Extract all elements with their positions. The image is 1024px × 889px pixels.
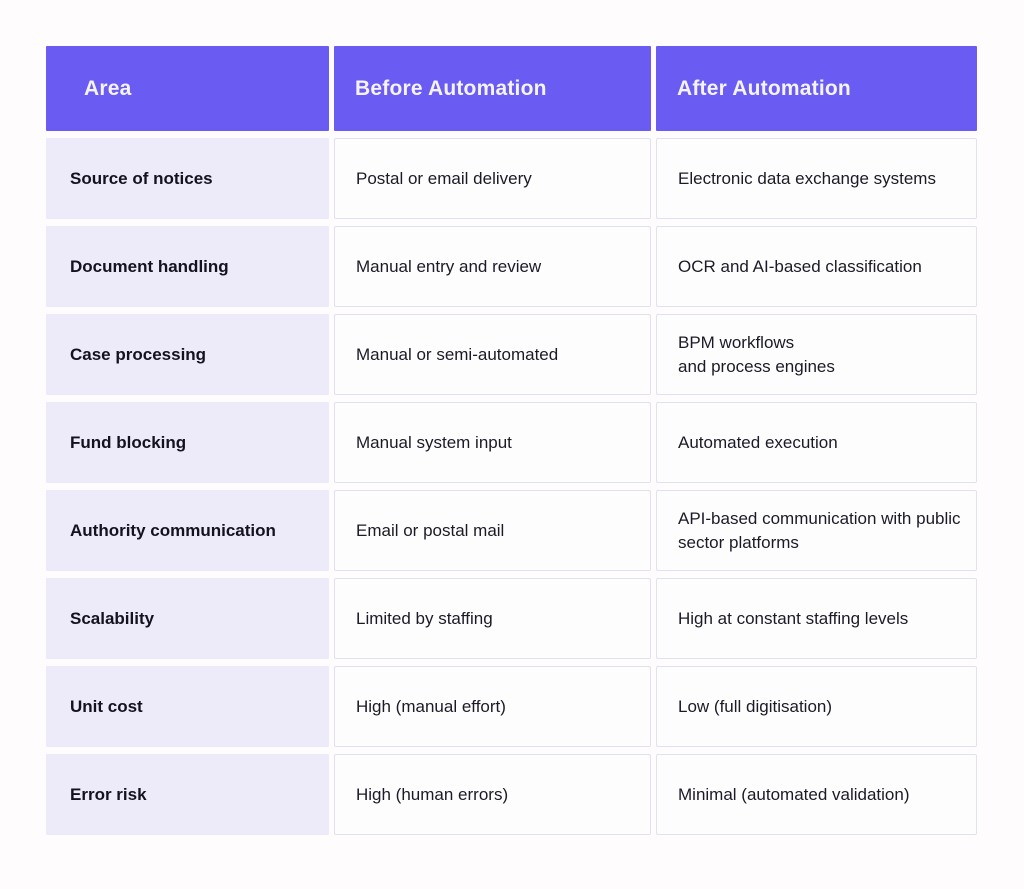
after-cell-error-risk: Minimal (automated validation) — [656, 754, 977, 835]
before-cell-unit-cost: High (manual effort) — [334, 666, 651, 747]
automation-comparison-table: Area Before Automation After Automation … — [46, 46, 977, 835]
before-cell-authority-communication: Email or postal mail — [334, 490, 651, 571]
header-cell-area: Area — [46, 46, 329, 131]
after-cell-case-processing: BPM workflows and process engines — [656, 314, 977, 395]
before-cell-case-processing: Manual or semi-automated — [334, 314, 651, 395]
header-cell-after-automation: After Automation — [656, 46, 977, 131]
area-cell-case-processing: Case processing — [46, 314, 329, 395]
area-cell-error-risk: Error risk — [46, 754, 329, 835]
area-cell-fund-blocking: Fund blocking — [46, 402, 329, 483]
before-cell-scalability: Limited by staffing — [334, 578, 651, 659]
area-cell-source-of-notices: Source of notices — [46, 138, 329, 219]
area-cell-document-handling: Document handling — [46, 226, 329, 307]
after-cell-unit-cost: Low (full digitisation) — [656, 666, 977, 747]
area-cell-authority-communication: Authority communication — [46, 490, 329, 571]
after-cell-document-handling: OCR and AI-based classification — [656, 226, 977, 307]
area-cell-scalability: Scalability — [46, 578, 329, 659]
before-cell-document-handling: Manual entry and review — [334, 226, 651, 307]
area-cell-unit-cost: Unit cost — [46, 666, 329, 747]
after-cell-scalability: High at constant staffing levels — [656, 578, 977, 659]
after-cell-fund-blocking: Automated execution — [656, 402, 977, 483]
header-cell-before-automation: Before Automation — [334, 46, 651, 131]
after-cell-authority-communication: API-based communication with public sect… — [656, 490, 977, 571]
before-cell-fund-blocking: Manual system input — [334, 402, 651, 483]
before-cell-source-of-notices: Postal or email delivery — [334, 138, 651, 219]
before-cell-error-risk: High (human errors) — [334, 754, 651, 835]
after-cell-source-of-notices: Electronic data exchange systems — [656, 138, 977, 219]
